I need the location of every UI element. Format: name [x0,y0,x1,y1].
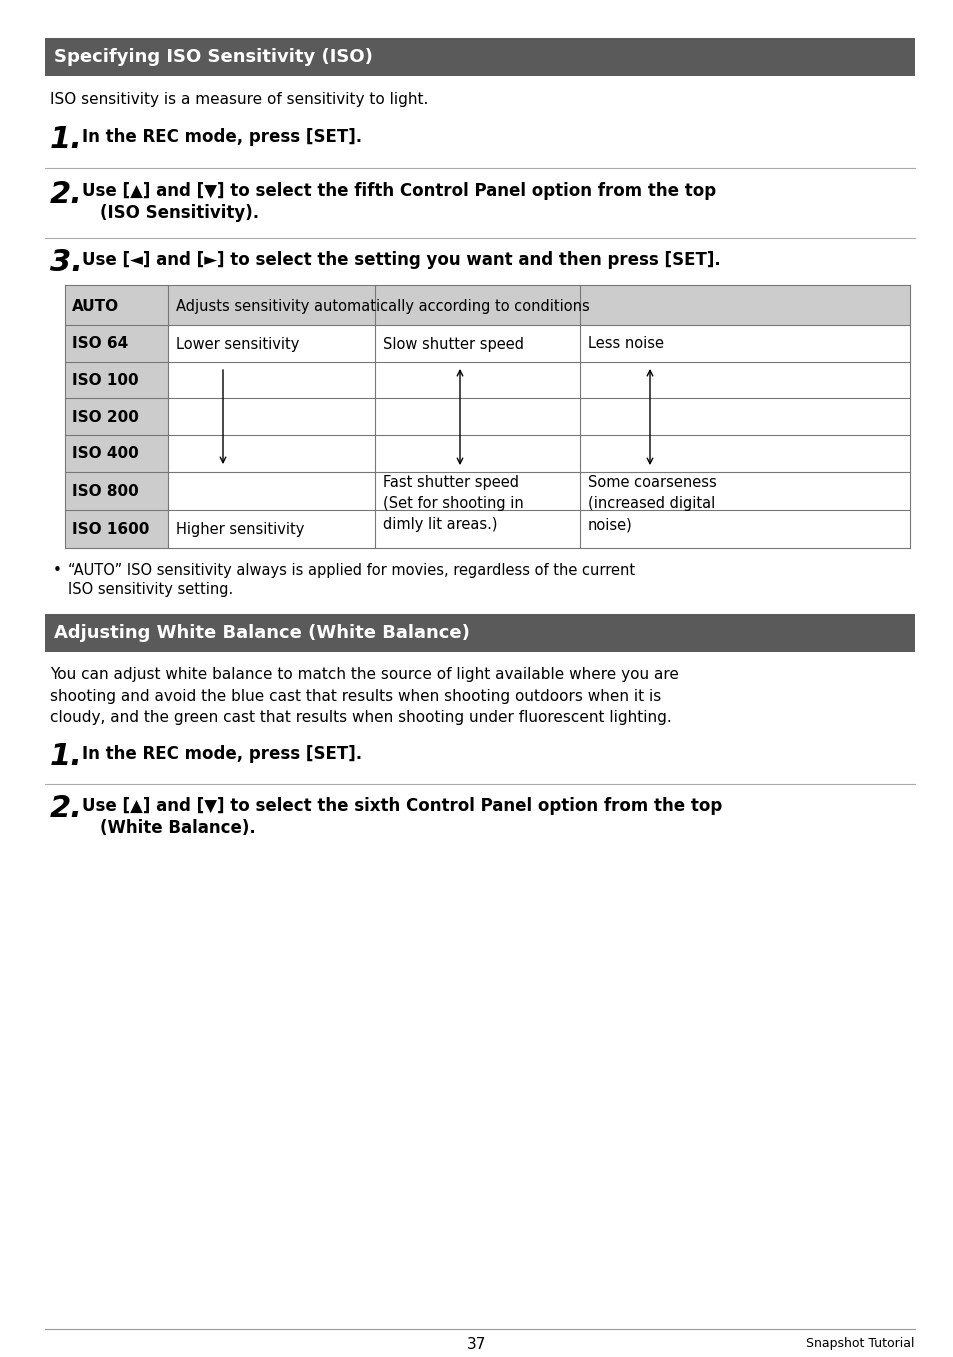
Text: 3.: 3. [50,248,83,277]
Text: •: • [53,563,62,578]
Text: (ISO Sensitivity).: (ISO Sensitivity). [100,204,259,223]
Text: AUTO: AUTO [71,299,119,313]
Text: ISO sensitivity is a measure of sensitivity to light.: ISO sensitivity is a measure of sensitiv… [50,92,428,107]
Bar [65,362,168,398]
Text: ISO 1600: ISO 1600 [71,522,150,537]
Text: Use [◄] and [►] to select the setting you want and then press [SET].: Use [◄] and [►] to select the setting yo… [82,251,720,269]
Text: In the REC mode, press [SET].: In the REC mode, press [SET]. [82,745,362,763]
Bar [45,38,914,76]
Bar [45,613,914,651]
Text: Higher sensitivity: Higher sensitivity [175,522,304,537]
Text: “AUTO” ISO sensitivity always is applied for movies, regardless of the current: “AUTO” ISO sensitivity always is applied… [68,563,635,578]
Text: Less noise: Less noise [587,337,663,351]
Text: 1.: 1. [50,742,83,771]
Text: In the REC mode, press [SET].: In the REC mode, press [SET]. [82,128,362,147]
Text: You can adjust white balance to match the source of light available where you ar: You can adjust white balance to match th… [50,668,679,725]
Text: Some coarseness
(increased digital
noise): Some coarseness (increased digital noise… [587,475,716,532]
Text: Use [▲] and [▼] to select the fifth Control Panel option from the top: Use [▲] and [▼] to select the fifth Cont… [82,182,716,199]
Bar [65,285,909,324]
Bar [65,436,168,472]
Text: Specifying ISO Sensitivity (ISO): Specifying ISO Sensitivity (ISO) [54,47,373,66]
Text: 2.: 2. [50,180,83,209]
Text: Adjusts sensitivity automatically according to conditions: Adjusts sensitivity automatically accord… [175,299,589,313]
Bar [65,324,168,362]
Text: ISO 100: ISO 100 [71,373,138,388]
Text: Use [▲] and [▼] to select the sixth Control Panel option from the top: Use [▲] and [▼] to select the sixth Cont… [82,797,721,816]
Text: ISO 800: ISO 800 [71,484,138,499]
Text: (White Balance).: (White Balance). [100,820,255,837]
Text: Slow shutter speed: Slow shutter speed [382,337,523,351]
Text: 2.: 2. [50,794,83,822]
Bar [65,472,168,510]
Text: ISO 64: ISO 64 [71,337,128,351]
Text: ISO 200: ISO 200 [71,410,139,425]
Text: Snapshot Tutorial: Snapshot Tutorial [805,1337,914,1350]
Text: Fast shutter speed
(Set for shooting in
dimly lit areas.): Fast shutter speed (Set for shooting in … [382,475,523,532]
Text: 1.: 1. [50,125,83,153]
Text: ISO sensitivity setting.: ISO sensitivity setting. [68,582,233,597]
Text: Lower sensitivity: Lower sensitivity [175,337,299,351]
Text: Adjusting White Balance (White Balance): Adjusting White Balance (White Balance) [54,624,470,642]
Bar [65,510,168,548]
Text: ISO 400: ISO 400 [71,446,138,461]
Bar [65,398,168,436]
Text: 37: 37 [467,1337,486,1352]
